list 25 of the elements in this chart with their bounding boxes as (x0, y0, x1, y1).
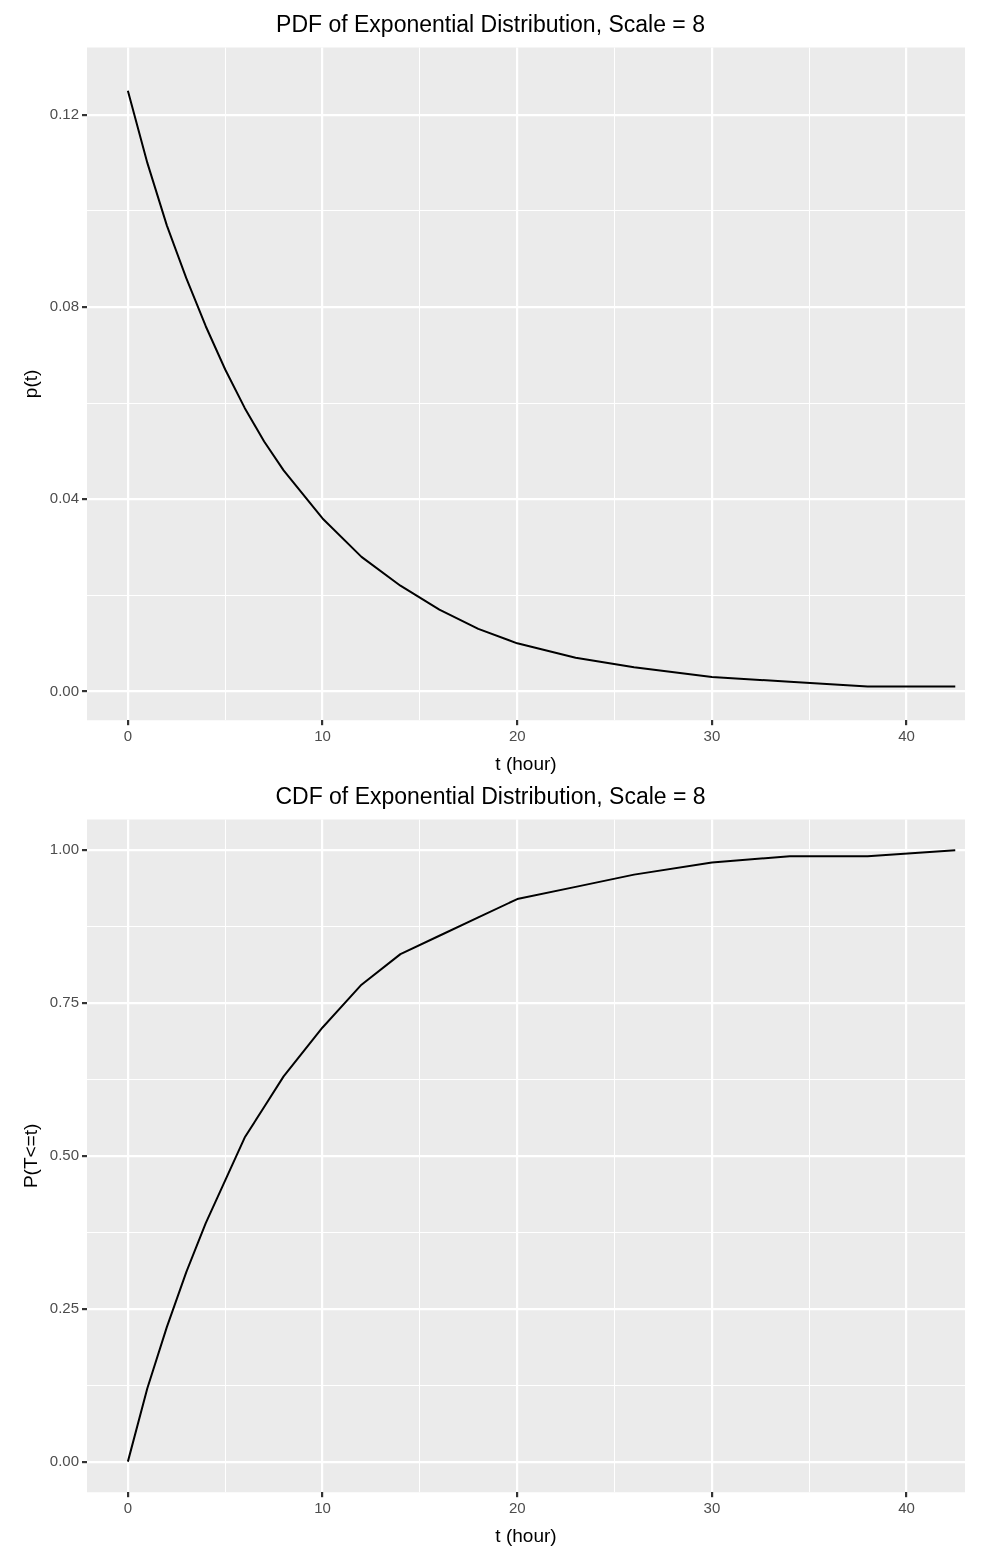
y-tick-label: 0.75 (49, 993, 79, 1011)
y-tick-label: 0.08 (49, 297, 79, 315)
x-tick-label: 40 (898, 727, 915, 745)
x-tick-label: 20 (508, 1499, 526, 1517)
x-tick-label: 30 (703, 727, 721, 745)
y-tick-label: 0.25 (49, 1298, 79, 1316)
x-tick-label: 20 (508, 727, 526, 745)
chart-title: PDF of Exponential Distribution, Scale = 8 (276, 11, 705, 38)
x-axis-title: t (hour) (495, 1524, 557, 1546)
y-tick-label: 0.00 (49, 1451, 79, 1469)
x-tick-label: 10 (314, 1499, 331, 1517)
y-axis-title: p(t) (19, 369, 41, 399)
x-axis-title: t (hour) (495, 752, 557, 774)
x-tick-label: 40 (898, 1499, 915, 1517)
chart-title: CDF of Exponential Distribution, Scale = 8 (275, 783, 706, 810)
y-tick-label: 0.04 (49, 489, 79, 507)
x-tick-label: 30 (703, 1499, 721, 1517)
y-tick-label: 0.00 (49, 681, 79, 699)
x-tick-label: 10 (314, 727, 331, 745)
y-tick-label: 0.12 (49, 105, 79, 122)
x-tick-label: 0 (123, 727, 133, 745)
y-tick-label: 1.00 (49, 840, 79, 858)
y-tick-label: 0.50 (49, 1146, 79, 1164)
x-tick-label: 0 (123, 1499, 133, 1517)
y-axis-title: P(T<=t) (19, 1123, 41, 1189)
